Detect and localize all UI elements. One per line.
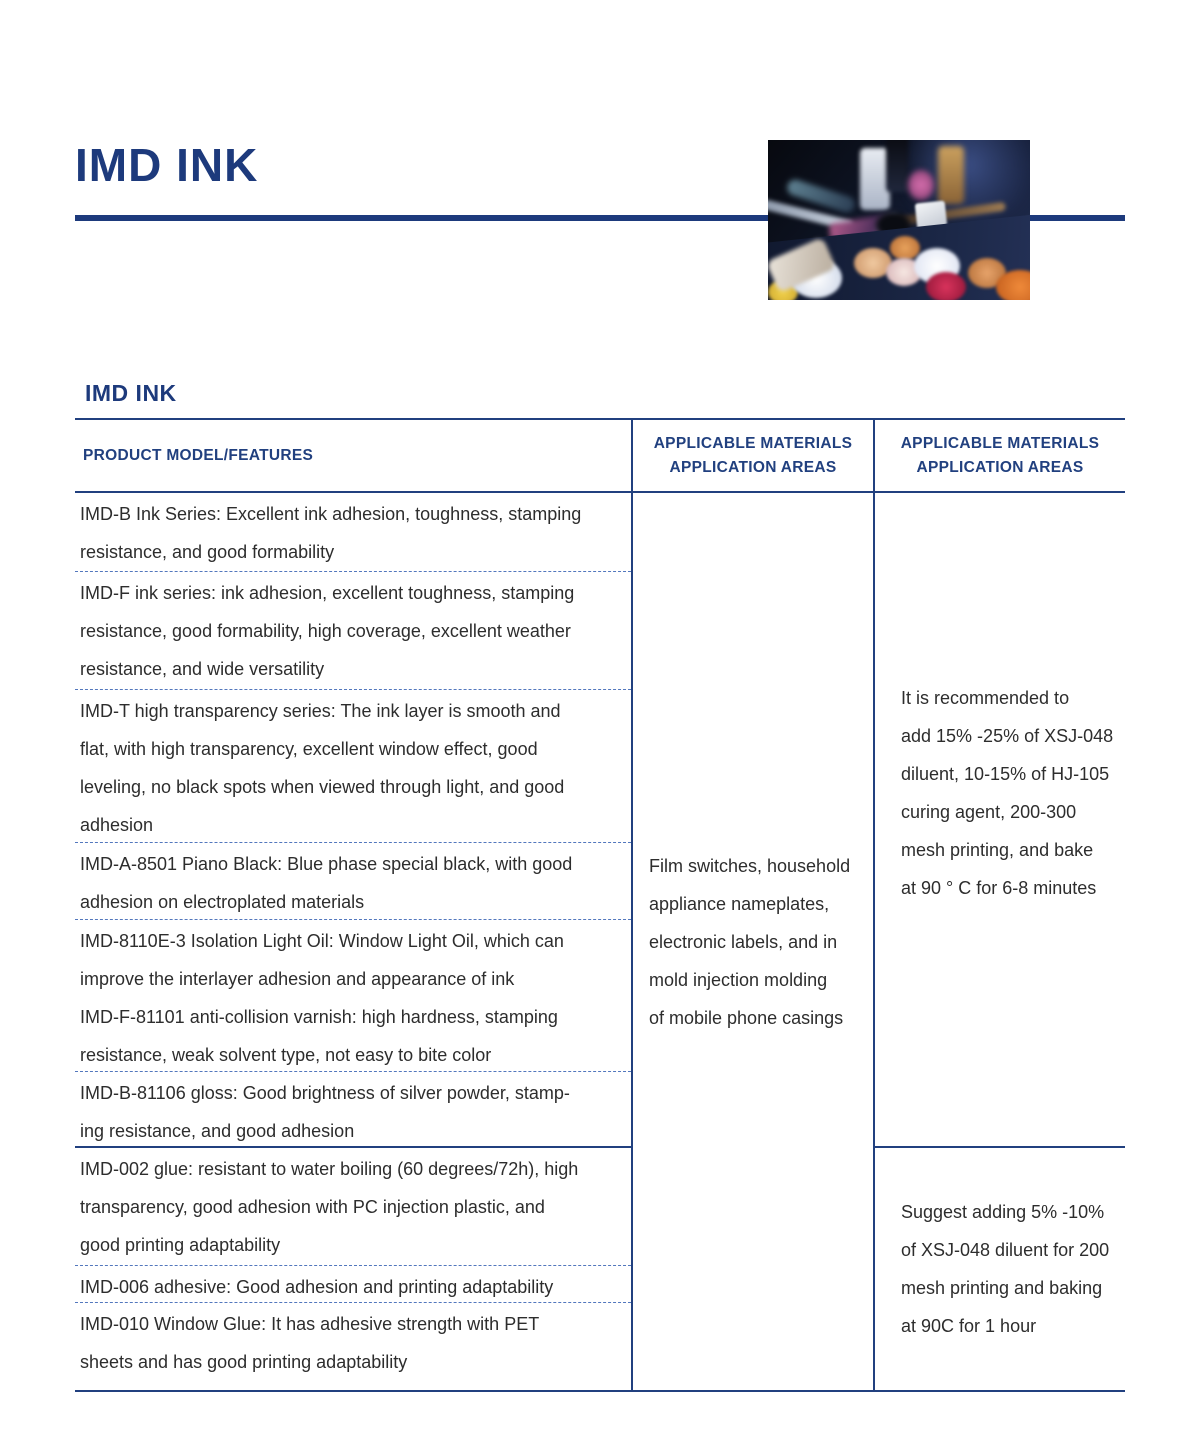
title-underline	[75, 215, 1125, 221]
recommendation-cell-top: It is recommended to add 15% -25% of XSJ…	[875, 493, 1125, 1148]
features-section-2: IMD-002 glue: resistant to water boiling…	[75, 1148, 631, 1390]
table-row: IMD-B-81106 gloss: Good brightness of si…	[80, 1083, 570, 1141]
table-row: IMD-8110E-3 Isolation Light Oil: Window …	[80, 931, 564, 989]
table-header-row: PRODUCT MODEL/FEATURES APPLICABLE MATERI…	[75, 420, 1125, 493]
photo-gold-bottle	[938, 146, 964, 204]
photo-palette-pan	[854, 248, 892, 278]
header-product-model-features: PRODUCT MODEL/FEATURES	[83, 446, 314, 464]
photo-white-bottle	[860, 148, 890, 210]
product-table: PRODUCT MODEL/FEATURES APPLICABLE MATERI…	[75, 418, 1125, 1392]
header-applicable-materials-1: APPLICABLE MATERIALS APPLICATION AREAS	[631, 420, 873, 491]
table-row: IMD-F-81101 anti-collision varnish: high…	[75, 996, 631, 1072]
table-row: IMD-F ink series: ink adhesion, excellen…	[75, 572, 631, 690]
photo-dark-bottle	[886, 140, 908, 192]
section-title: IMD INK	[85, 380, 177, 406]
table-row: IMD-006 adhesive: Good adhesion and prin…	[75, 1266, 631, 1303]
table-row: IMD-002 glue: resistant to water boiling…	[75, 1148, 631, 1266]
page-title: IMD INK	[75, 139, 259, 191]
table-row: IMD-010 Window Glue: It has adhesive str…	[80, 1314, 540, 1372]
cosmetics-photo	[768, 140, 1030, 300]
table-row: IMD-B Ink Series: Excellent ink adhesion…	[75, 493, 631, 572]
table-row: IMD-A-8501 Piano Black: Blue phase speci…	[75, 843, 631, 920]
photo-palette-pan	[890, 236, 920, 260]
table-row: IMD-T high transparency series: The ink …	[75, 690, 631, 843]
table-body: IMD-B Ink Series: Excellent ink adhesion…	[75, 493, 1125, 1390]
applications-cell: Film switches, household appliance namep…	[631, 493, 873, 1390]
recommendation-text-bottom: Suggest adding 5% -10% of XSJ-048 diluen…	[901, 1202, 1110, 1336]
photo-palette-pan	[926, 272, 966, 300]
recommendations-column: It is recommended to add 15% -25% of XSJ…	[873, 493, 1125, 1390]
features-section-1: IMD-B Ink Series: Excellent ink adhesion…	[75, 493, 631, 1148]
recommendation-cell-bottom: Suggest adding 5% -10% of XSJ-048 diluen…	[875, 1148, 1125, 1390]
header-applicable-materials-2: APPLICABLE MATERIALS APPLICATION AREAS	[873, 420, 1125, 491]
features-column: IMD-B Ink Series: Excellent ink adhesion…	[75, 493, 631, 1390]
photo-palette-pan	[996, 270, 1030, 300]
photo-pink-item	[908, 170, 934, 200]
applications-text: Film switches, household appliance namep…	[649, 855, 851, 1028]
